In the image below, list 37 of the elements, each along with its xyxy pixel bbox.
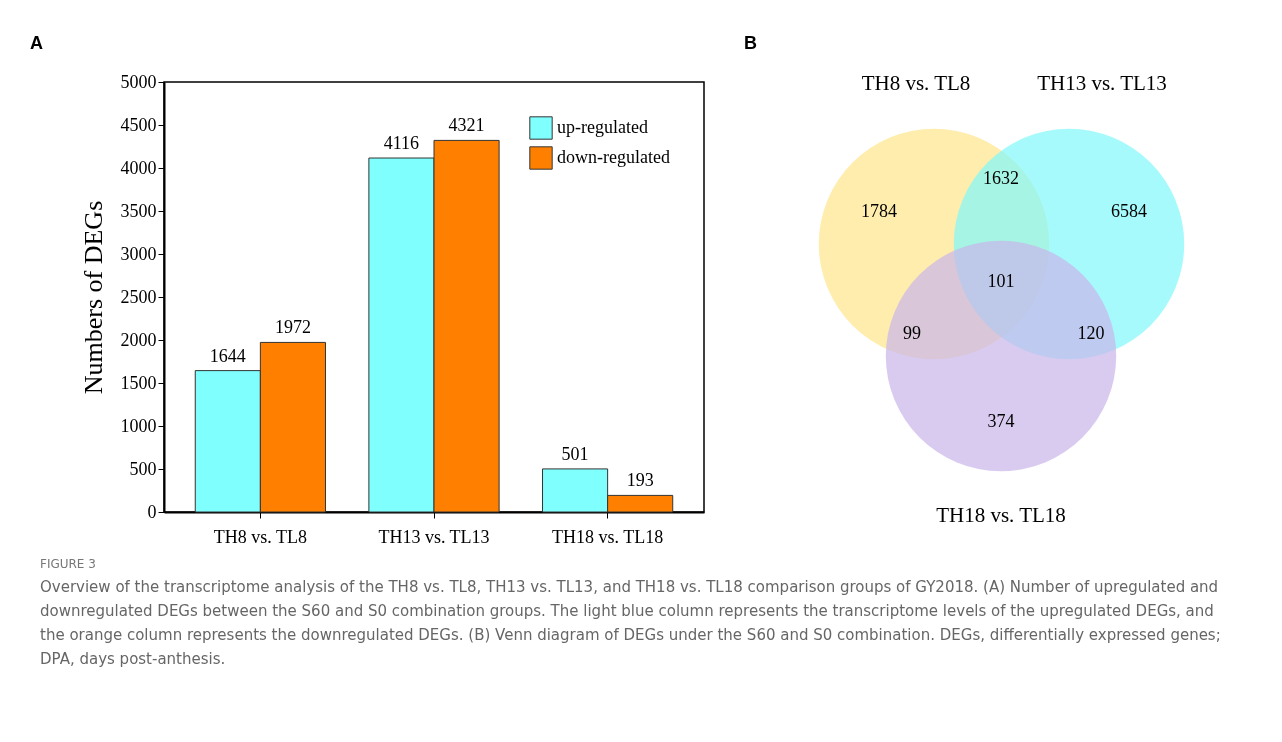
data-label: 193 (626, 470, 654, 491)
legend-label: down-regulated (557, 147, 670, 167)
y-tick-label: 2000 (120, 329, 157, 350)
chart-title: A (30, 33, 43, 53)
text: 99 (903, 323, 921, 343)
x-tick-label: TH8 vs. TL8 (213, 526, 307, 547)
text: 120 (1077, 323, 1105, 343)
y-tick-label: 0 (147, 501, 157, 522)
y-tick-label: 3500 (120, 200, 157, 221)
text: 101 (987, 271, 1015, 291)
y-tick-label: 2500 (120, 286, 157, 307)
data-label: 4116 (383, 133, 420, 154)
caption: FIGURE 3 (40, 557, 97, 571)
category-label: TH18 vs. TL18 (936, 503, 1066, 527)
text: Overview of the transcriptome analysis of the TH8 vs. TL8, TH13 vs. TL13, and TH18 vs. TL18 comparison groups of GY2018. (A) Number of upregulated and downregulated DEGs between the S60 and S0 combination groups. The light blue column represents the transcriptome levels of the upregulated DEGs, and the orange column represents the downregulated DEGs. (B) Venn diagram of DEGs under the S60 and S0 combination. DEGs, differentially expressed genes; DPA, days post-anthesis. (40, 577, 1222, 670)
text: 1632 (983, 168, 1019, 188)
legend-label: up-regulated (557, 117, 648, 137)
text: 374 (987, 411, 1015, 431)
data-label: 501 (561, 443, 589, 464)
text: 1784 (861, 201, 897, 221)
data-label: 1972 (274, 317, 311, 338)
x-tick-label: TH18 vs. TL18 (552, 526, 664, 547)
text: B (744, 33, 757, 53)
y-tick-label: 1500 (120, 372, 157, 393)
text: 6584 (1111, 201, 1147, 221)
y-tick-label: 4000 (120, 157, 157, 178)
data-label: 1644 (209, 345, 246, 366)
x-tick-label: TH13 vs. TL13 (378, 526, 490, 547)
y-axis-title: Numbers of DEGs (78, 200, 108, 395)
y-tick-label: 500 (129, 458, 157, 479)
y-tick-label: 5000 (120, 71, 157, 92)
y-tick-label: 1000 (120, 415, 157, 436)
category-label: TH8 vs. TL8 (861, 71, 971, 95)
category-label: TH13 vs. TL13 (1037, 71, 1167, 95)
data-label: 4321 (448, 115, 485, 136)
y-tick-label: 3000 (120, 243, 157, 264)
y-tick-label: 4500 (120, 114, 157, 135)
